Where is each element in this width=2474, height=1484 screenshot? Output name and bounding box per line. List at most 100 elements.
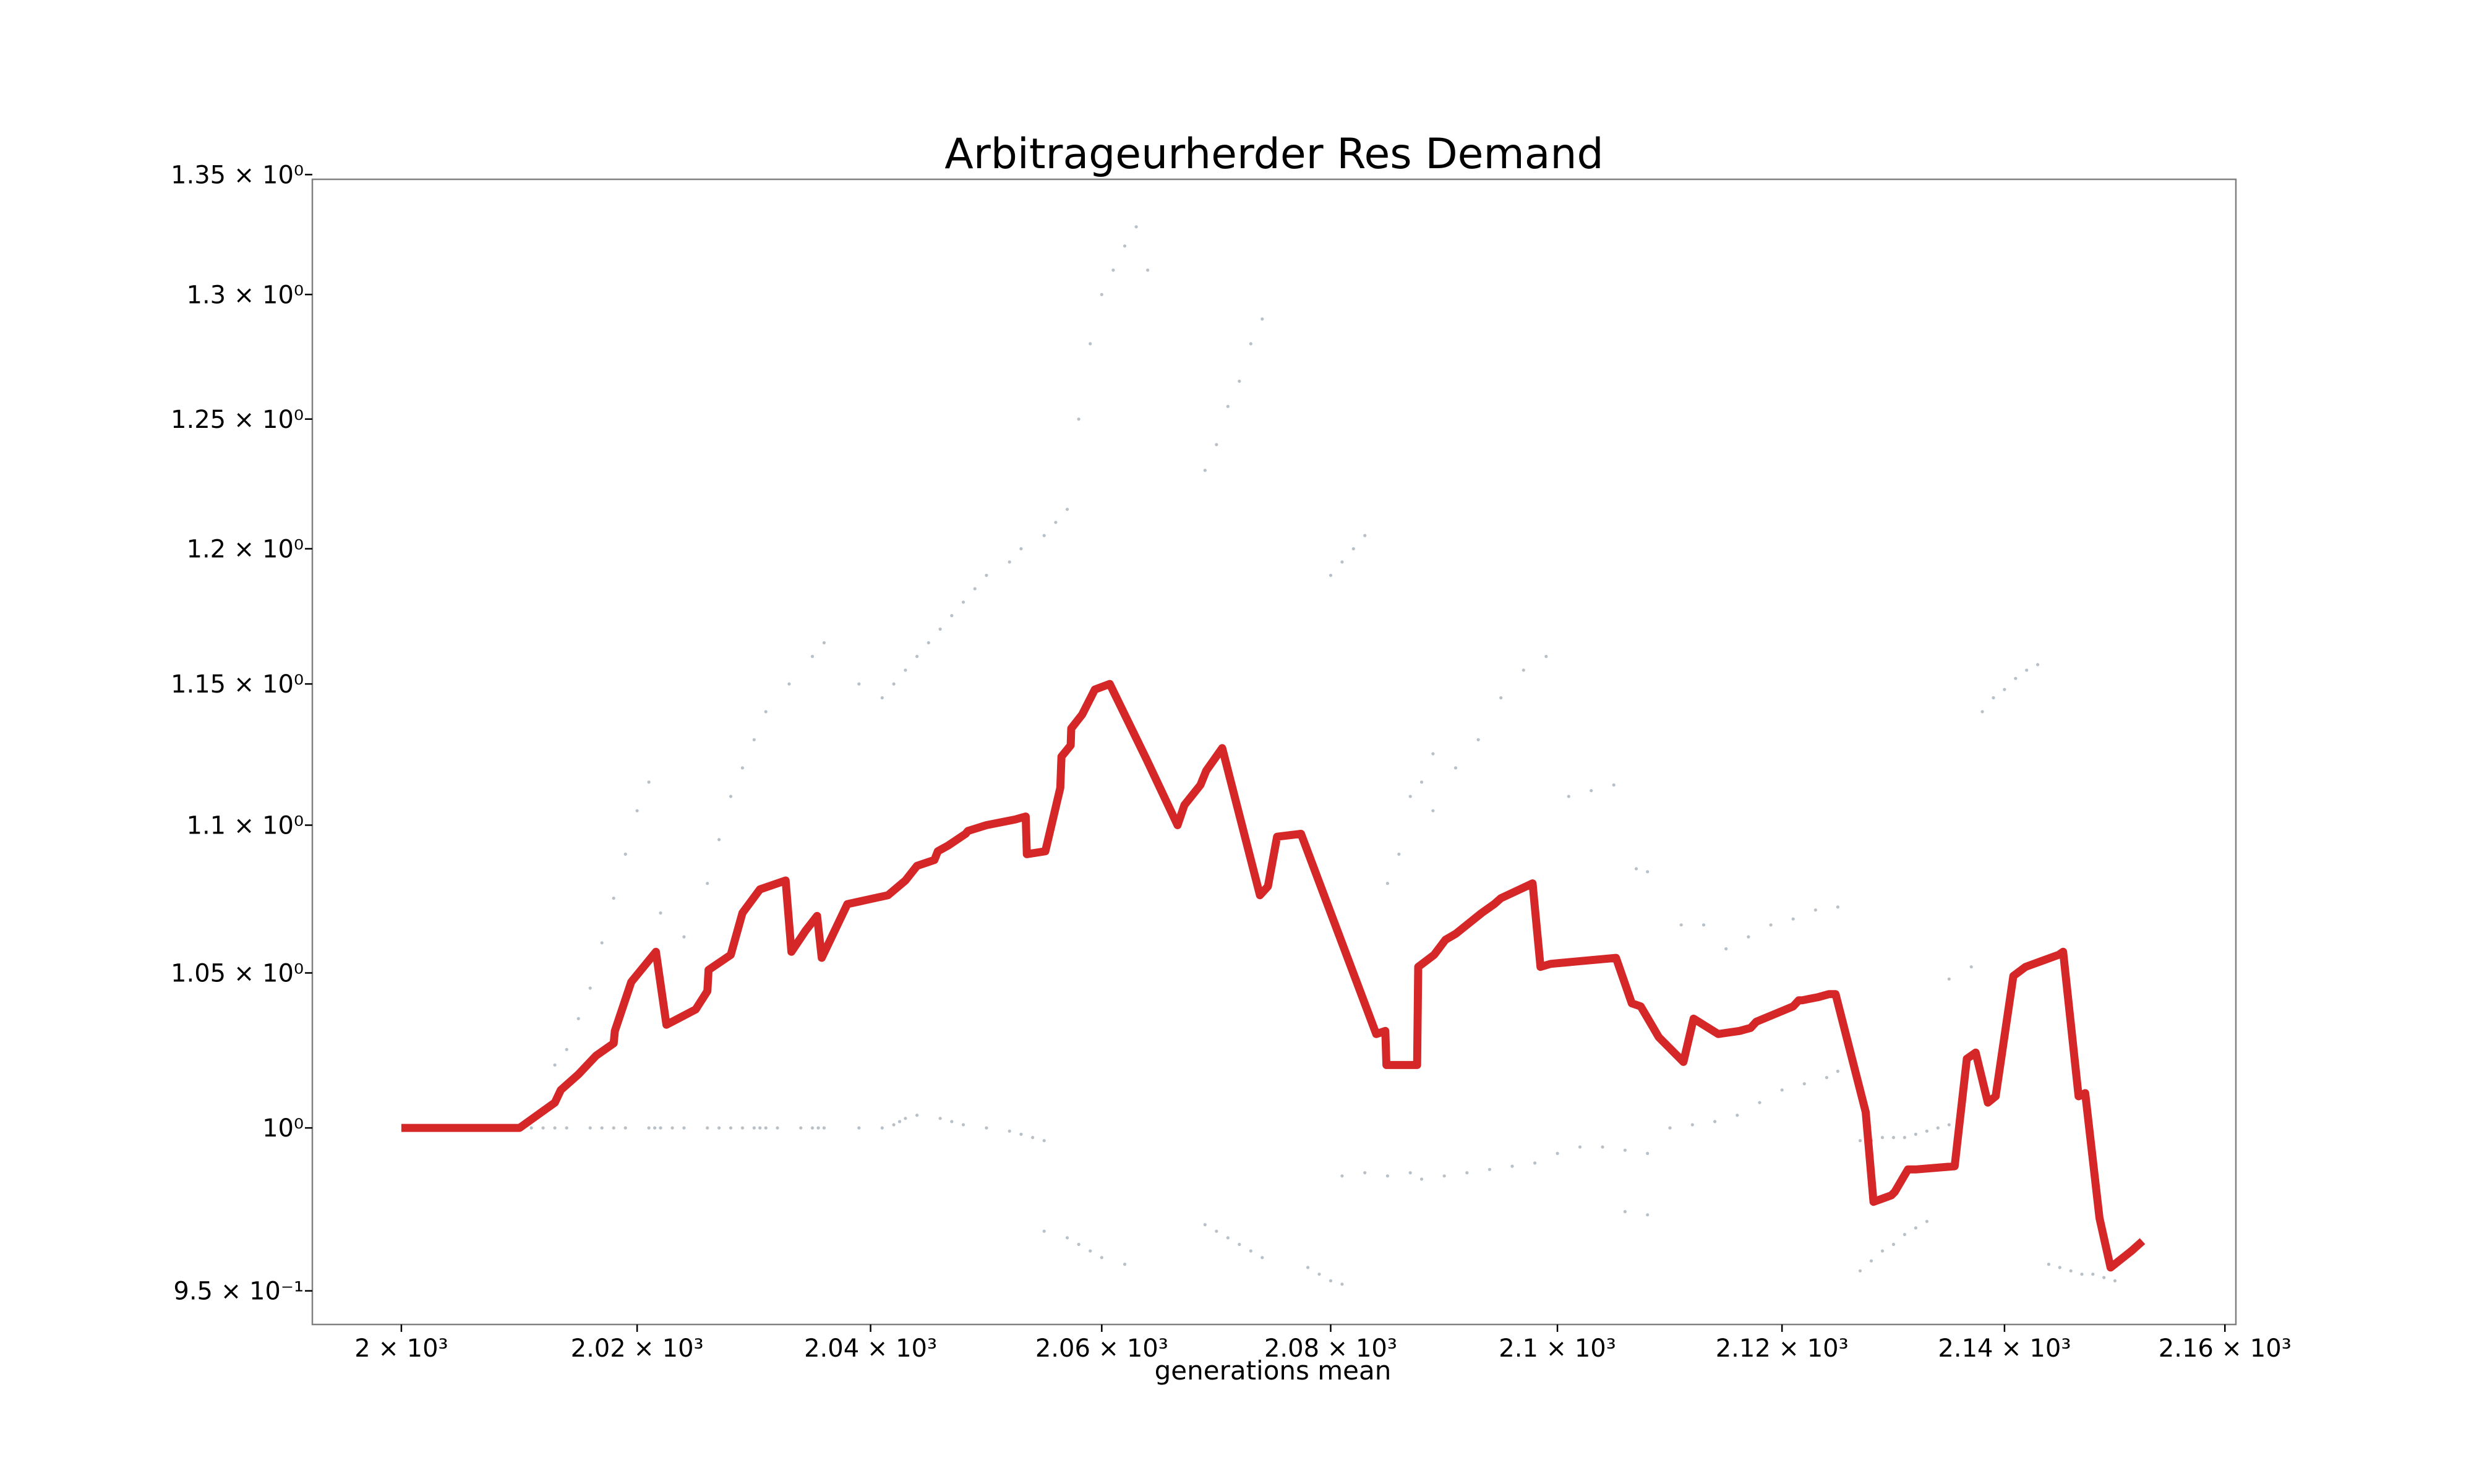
scatter-point <box>1578 1145 1582 1149</box>
scatter-point <box>2047 1263 2050 1266</box>
scatter-point <box>1947 1123 1951 1127</box>
y-tick-label: 1.2 × 10⁰ <box>187 535 304 563</box>
scatter-point <box>647 780 651 784</box>
scatter-point <box>1419 780 1424 784</box>
scatter-point <box>764 710 768 714</box>
scatter-point <box>623 852 627 856</box>
scatter-point <box>1238 1242 1241 1247</box>
scatter-point <box>810 655 815 659</box>
scatter-point <box>892 682 896 686</box>
scatter-point <box>1701 923 1706 927</box>
scatter-point <box>1008 560 1011 564</box>
scatter-point <box>1249 342 1252 346</box>
scatter-point <box>1065 1236 1069 1240</box>
scatter-point <box>1623 1209 1627 1214</box>
scatter-point <box>1947 977 1951 981</box>
y-tick-label: 1.05 × 10⁰ <box>171 959 304 987</box>
scatter-point <box>1249 1249 1252 1253</box>
scatter-point <box>950 614 954 618</box>
scatter-point <box>1431 809 1435 812</box>
scatter-point <box>600 1126 604 1130</box>
scatter-point <box>1713 1120 1717 1124</box>
scatter-point <box>740 766 744 770</box>
scatter-point <box>565 1126 568 1130</box>
y-tick-label: 1.35 × 10⁰ <box>171 161 304 189</box>
scatter-point <box>1980 710 1984 714</box>
scatter-point <box>541 1126 545 1130</box>
scatter-point <box>576 1017 580 1020</box>
scatter-layer <box>494 225 2117 1286</box>
scatter-point <box>600 941 604 945</box>
scatter-point <box>1499 696 1503 700</box>
scatter-point <box>1203 1223 1207 1227</box>
scatter-point <box>717 838 721 842</box>
scatter-point <box>1758 1101 1761 1104</box>
scatter-point <box>1612 783 1616 787</box>
scatter-point <box>1925 1219 1928 1223</box>
scatter-point <box>1419 1177 1424 1181</box>
scatter-point <box>1646 1213 1650 1217</box>
scatter-point <box>529 1126 533 1130</box>
scatter-point <box>1077 1242 1081 1247</box>
scatter-point <box>950 1120 954 1124</box>
scatter-point <box>892 1123 896 1127</box>
scatter-point <box>938 627 942 631</box>
scatter-point <box>1215 1229 1218 1233</box>
scatter-point <box>635 809 639 812</box>
scatter-point <box>857 1126 861 1130</box>
scatter-point <box>1019 1132 1023 1136</box>
scatter-point <box>1510 1164 1514 1168</box>
scatter-point <box>2014 676 2018 680</box>
scatter-point <box>787 682 791 686</box>
scatter-point <box>1431 752 1435 756</box>
scatter-point <box>1646 870 1650 874</box>
scatter-point <box>565 1047 568 1051</box>
scatter-point <box>1813 908 1817 912</box>
scatter-point <box>1780 1088 1784 1092</box>
scatter-point <box>670 1126 674 1130</box>
chart-title: Arbitrageurherder Res Demand <box>944 130 1603 179</box>
scatter-point <box>1340 560 1344 564</box>
scatter-point <box>1329 1279 1333 1282</box>
scatter-point <box>1668 1126 1672 1130</box>
scatter-point <box>1690 1123 1694 1127</box>
scatter-point <box>1869 1259 1873 1263</box>
y-tick-label: 1.3 × 10⁰ <box>187 281 304 309</box>
scatter-point <box>647 1126 651 1130</box>
scatter-point <box>822 641 826 645</box>
scatter-point <box>1306 1266 1310 1269</box>
scatter-point <box>1992 696 1995 700</box>
scatter-point <box>588 986 592 990</box>
scatter-point <box>1317 1273 1321 1276</box>
scatter-point <box>1019 547 1023 551</box>
scatter-point <box>1914 1132 1917 1136</box>
x-tick-label: 2.14 × 10³ <box>1938 1334 2071 1363</box>
scatter-point <box>1008 1129 1011 1133</box>
scatter-point <box>553 1063 557 1067</box>
scatter-point <box>1601 1145 1604 1149</box>
scatter-point <box>1769 923 1773 927</box>
scatter-point <box>1329 573 1333 578</box>
scatter-point <box>1465 1171 1469 1175</box>
scatter-point <box>1914 1226 1917 1230</box>
scatter-point <box>1123 244 1127 248</box>
scatter-point <box>612 897 615 900</box>
scatter-point <box>1123 1263 1127 1266</box>
scatter-point <box>985 1126 988 1130</box>
scatter-point <box>1880 1136 1885 1140</box>
x-axis-label: generations mean <box>1155 1355 1392 1386</box>
scatter-point <box>1031 1136 1035 1140</box>
scatter-point <box>1736 1114 1739 1117</box>
scatter-point <box>857 682 861 686</box>
scatter-point <box>1340 1282 1344 1286</box>
scatter-point <box>2025 668 2029 672</box>
scatter-point <box>1226 404 1230 408</box>
scatter-point <box>1891 1242 1896 1247</box>
scatter-point <box>1679 923 1683 927</box>
scatter-point <box>1533 1161 1537 1165</box>
scatter-point <box>1408 795 1412 798</box>
scatter-point <box>973 587 977 591</box>
scatter-point <box>1340 1174 1344 1178</box>
scatter-point <box>938 1117 942 1120</box>
scatter-point <box>1544 655 1548 659</box>
